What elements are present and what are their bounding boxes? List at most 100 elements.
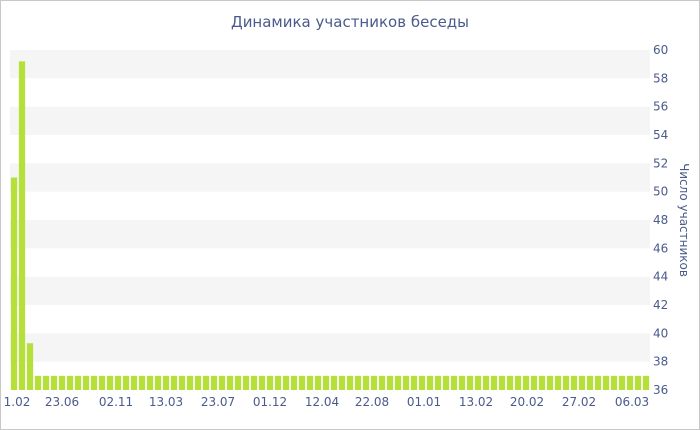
bar — [386, 375, 394, 390]
bar — [90, 375, 98, 390]
y-tick-label: 40 — [653, 326, 668, 340]
bar — [138, 375, 146, 390]
x-tick-label: 20.02 — [510, 395, 544, 409]
bar — [610, 375, 618, 390]
bar — [314, 375, 322, 390]
x-tick-label: 22.08 — [355, 395, 389, 409]
grid-band — [10, 163, 650, 192]
bar — [586, 375, 594, 390]
y-tick-label: 50 — [653, 185, 668, 199]
bar — [354, 375, 362, 390]
bar — [346, 375, 354, 390]
bar — [146, 375, 154, 390]
bar — [18, 61, 26, 390]
bar — [474, 375, 482, 390]
bar — [26, 343, 34, 390]
bar — [458, 375, 466, 390]
chart-title: Динамика участников беседы — [230, 13, 470, 31]
bar — [106, 375, 114, 390]
bar — [202, 375, 210, 390]
y-tick-label: 36 — [653, 383, 668, 397]
bar — [210, 375, 218, 390]
bar — [274, 375, 282, 390]
bar — [442, 375, 450, 390]
bar — [602, 375, 610, 390]
x-tick-label: 13.02 — [459, 395, 493, 409]
bar — [362, 375, 370, 390]
bar — [498, 375, 506, 390]
x-tick-label: 1.02 — [4, 395, 31, 409]
bar — [282, 375, 290, 390]
bar — [402, 375, 410, 390]
bar — [250, 375, 258, 390]
bar — [194, 375, 202, 390]
bar — [122, 375, 130, 390]
bar — [634, 375, 642, 390]
bar — [74, 375, 82, 390]
y-tick-label: 38 — [653, 355, 668, 369]
bar — [242, 375, 250, 390]
bar — [130, 375, 138, 390]
x-tick-label: 12.04 — [305, 395, 339, 409]
y-tick-label: 58 — [653, 71, 668, 85]
x-tick-label: 27.02 — [562, 395, 596, 409]
bar — [162, 375, 170, 390]
bar — [522, 375, 530, 390]
bar — [42, 375, 50, 390]
x-tick-label: 06.03 — [615, 395, 649, 409]
bar — [482, 375, 490, 390]
bar — [186, 375, 194, 390]
bar — [514, 375, 522, 390]
bar — [410, 375, 418, 390]
x-tick-label: 02.11 — [99, 395, 133, 409]
bar — [266, 375, 274, 390]
grid-band — [10, 220, 650, 249]
bar — [418, 375, 426, 390]
grid-band — [10, 276, 650, 305]
bar — [338, 375, 346, 390]
y-tick-label: 44 — [653, 270, 668, 284]
grid-band — [10, 50, 650, 79]
y-tick-label: 46 — [653, 241, 668, 255]
bar — [594, 375, 602, 390]
bar — [178, 375, 186, 390]
bar — [538, 375, 546, 390]
bar — [306, 375, 314, 390]
bar — [618, 375, 626, 390]
x-tick-label: 01.12 — [253, 395, 287, 409]
bar — [298, 375, 306, 390]
bar — [450, 375, 458, 390]
bar — [34, 375, 42, 390]
grid-band — [10, 106, 650, 135]
bar — [66, 375, 74, 390]
y-tick-label: 48 — [653, 213, 668, 227]
bar — [546, 375, 554, 390]
bar — [370, 375, 378, 390]
bar — [490, 375, 498, 390]
bar — [434, 375, 442, 390]
x-tick-label: 01.01 — [407, 395, 441, 409]
bar — [170, 375, 178, 390]
bar — [50, 375, 58, 390]
y-axis-title: Число участников — [677, 163, 691, 277]
x-tick-label: 13.03 — [149, 395, 183, 409]
x-tick-label: 23.07 — [201, 395, 235, 409]
bar — [530, 375, 538, 390]
bar — [642, 375, 650, 390]
bar — [426, 375, 434, 390]
bar — [506, 375, 514, 390]
bar — [466, 375, 474, 390]
bar — [10, 177, 18, 390]
y-tick-label: 52 — [653, 156, 668, 170]
bar — [58, 375, 66, 390]
bar — [330, 375, 338, 390]
bar — [322, 375, 330, 390]
bar — [578, 375, 586, 390]
grid-band — [10, 333, 650, 362]
bar — [218, 375, 226, 390]
y-tick-label: 54 — [653, 128, 668, 142]
bar — [378, 375, 386, 390]
bar — [394, 375, 402, 390]
y-tick-label: 60 — [653, 43, 668, 57]
